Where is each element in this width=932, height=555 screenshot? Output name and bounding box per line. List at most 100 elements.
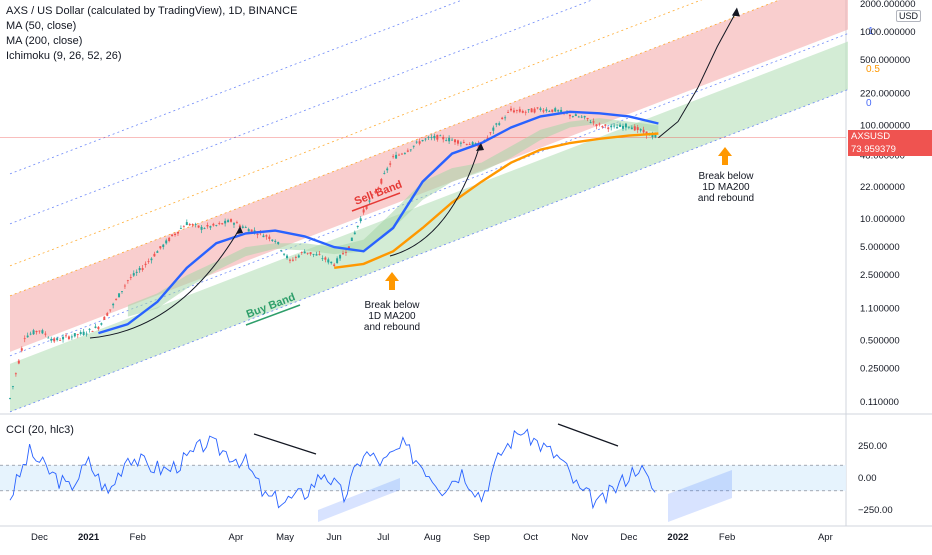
candle-body xyxy=(280,250,283,251)
candle-body xyxy=(424,138,427,140)
candle-body xyxy=(53,338,56,342)
candle-body xyxy=(17,360,20,364)
candle-body xyxy=(624,123,627,128)
candle-body xyxy=(277,241,280,244)
candle-body xyxy=(339,255,342,259)
candle-body xyxy=(651,134,654,138)
x-tick-label: Jun xyxy=(327,532,342,543)
fib-label-1: 1 xyxy=(868,26,874,37)
candle-body xyxy=(380,178,383,184)
y-tick-label: 1.100000 xyxy=(860,304,900,315)
candle-body xyxy=(288,259,291,261)
candle-body xyxy=(347,246,350,250)
curve-arrow-2 xyxy=(389,144,481,257)
sell-band-underline xyxy=(351,192,401,212)
candle-body xyxy=(477,143,480,148)
curve-arrow-1-head xyxy=(236,226,243,234)
price-symbol: AXSUSD xyxy=(851,131,891,142)
candle-body xyxy=(427,137,430,138)
buy-band-underline xyxy=(245,304,301,326)
candle-body xyxy=(571,116,574,118)
cci-divergence-box-1 xyxy=(318,478,400,522)
y-tick-label: 10.000000 xyxy=(860,214,905,225)
candle-body xyxy=(309,252,312,255)
candle-body xyxy=(271,239,274,241)
break-label-1-line: 1D MA200 xyxy=(368,311,416,322)
candle-body xyxy=(383,173,386,174)
candle-body xyxy=(362,209,365,213)
candle-body xyxy=(209,226,212,228)
candle-body xyxy=(286,255,289,259)
y-tick-label: 0.500000 xyxy=(860,336,900,347)
candle-body xyxy=(601,126,604,128)
candle-body xyxy=(639,129,642,131)
y-tick-label: 0.110000 xyxy=(860,397,899,408)
candle-body xyxy=(392,156,395,158)
fib-label-0: 0 xyxy=(866,98,872,109)
cci-legend[interactable]: CCI (20, hlc3) xyxy=(6,424,74,436)
candle-body xyxy=(616,127,619,129)
y-tick-label: 100.000000 xyxy=(860,120,910,131)
cci-divergence-box-2 xyxy=(668,470,732,522)
cci-divergence-line-2 xyxy=(557,423,619,447)
candle-body xyxy=(436,134,439,140)
x-tick-label: 2021 xyxy=(78,532,100,543)
candle-body xyxy=(100,323,103,325)
candle-body xyxy=(415,141,418,143)
cci-y-tick-label: 0.00 xyxy=(858,473,877,484)
break-label-2-line: Break below xyxy=(698,171,754,182)
candle-body xyxy=(374,191,377,193)
candle-body xyxy=(153,253,156,257)
cci-y-tick-label: −250.00 xyxy=(858,505,893,516)
candle-body xyxy=(82,331,85,336)
candle-body xyxy=(462,142,465,143)
candle-body xyxy=(291,259,294,261)
candle-body xyxy=(171,234,174,237)
x-tick-label: Sep xyxy=(473,532,490,543)
cci-divergence-line-1 xyxy=(253,433,317,455)
y-tick-label: 5.000000 xyxy=(860,242,900,253)
candle-body xyxy=(613,125,616,127)
x-tick-label: Nov xyxy=(571,532,588,543)
candle-body xyxy=(115,299,118,300)
break-label-1-line: Break below xyxy=(364,300,420,311)
candle-body xyxy=(129,277,132,278)
candle-body xyxy=(147,261,150,263)
candle-body xyxy=(642,129,645,133)
candle-body xyxy=(297,255,300,258)
candle-body xyxy=(403,153,406,154)
candle-body xyxy=(389,163,392,165)
candle-body xyxy=(400,153,403,155)
ma200-line xyxy=(334,132,659,269)
candle-body xyxy=(445,140,448,142)
candle-body xyxy=(610,125,613,128)
candle-body xyxy=(26,335,29,338)
candle-body xyxy=(456,140,459,144)
candle-body xyxy=(468,144,471,145)
candle-body xyxy=(203,228,206,230)
candle-body xyxy=(70,336,73,338)
currency-badge[interactable]: USD xyxy=(896,10,922,22)
candle-body xyxy=(253,230,256,232)
x-tick-label: Aug xyxy=(424,532,441,543)
candle-body xyxy=(162,244,165,247)
rebound-arrow-2 xyxy=(718,147,732,165)
candle-body xyxy=(560,109,563,113)
candle-body xyxy=(88,328,91,330)
candle-body xyxy=(247,229,250,232)
candle-body xyxy=(515,109,518,111)
y-tick-label: 22.000000 xyxy=(860,182,905,193)
candle-body xyxy=(636,127,639,131)
candle-body xyxy=(501,117,504,120)
candle-body xyxy=(315,254,318,256)
x-tick-label: Dec xyxy=(31,532,48,543)
candle-body xyxy=(94,326,97,328)
candle-body xyxy=(126,280,129,282)
candle-body xyxy=(238,225,241,227)
x-tick-label: Oct xyxy=(523,532,538,543)
candle-body xyxy=(409,149,412,151)
candle-body xyxy=(430,137,433,138)
candle-body xyxy=(188,223,191,226)
candle-body xyxy=(527,109,530,111)
